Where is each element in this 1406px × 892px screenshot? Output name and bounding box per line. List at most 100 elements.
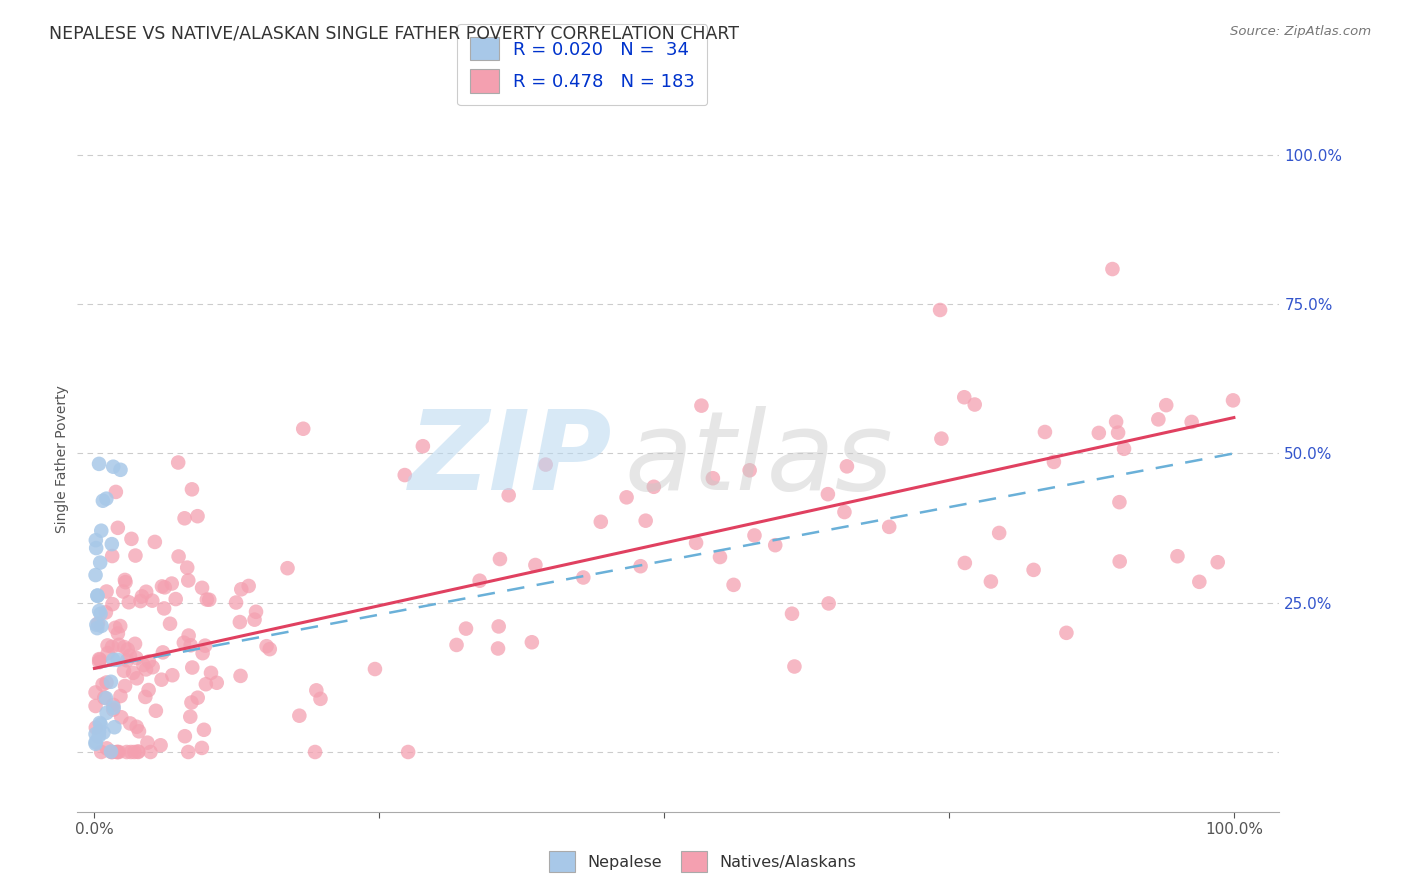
Point bbox=[90, 745, 112, 759]
Point bbox=[128, 724, 150, 739]
Point bbox=[709, 549, 731, 564]
Point bbox=[120, 745, 142, 759]
Point bbox=[1166, 549, 1188, 564]
Point bbox=[953, 556, 976, 570]
Point bbox=[96, 491, 118, 506]
Point bbox=[131, 590, 153, 604]
Point bbox=[486, 641, 509, 656]
Point bbox=[96, 706, 118, 720]
Point bbox=[87, 724, 110, 739]
Point bbox=[125, 651, 148, 665]
Point bbox=[1022, 563, 1045, 577]
Point bbox=[97, 646, 120, 660]
Point bbox=[112, 640, 135, 654]
Point bbox=[953, 390, 976, 404]
Point bbox=[104, 621, 127, 635]
Point bbox=[96, 675, 118, 690]
Point bbox=[191, 646, 214, 660]
Point bbox=[141, 593, 163, 607]
Point bbox=[524, 558, 547, 572]
Point bbox=[124, 549, 146, 563]
Point bbox=[152, 645, 174, 659]
Point bbox=[176, 560, 198, 574]
Point bbox=[100, 674, 122, 689]
Point bbox=[129, 594, 152, 608]
Point bbox=[110, 689, 132, 703]
Point bbox=[738, 463, 761, 477]
Point bbox=[125, 720, 148, 734]
Legend: R = 0.020   N =  34, R = 0.478   N = 183: R = 0.020 N = 34, R = 0.478 N = 183 bbox=[457, 24, 707, 105]
Point bbox=[1101, 262, 1123, 277]
Text: Source: ZipAtlas.com: Source: ZipAtlas.com bbox=[1230, 25, 1371, 38]
Point bbox=[89, 556, 111, 570]
Point bbox=[259, 642, 281, 657]
Point bbox=[118, 648, 141, 663]
Point bbox=[91, 493, 114, 508]
Point bbox=[114, 575, 136, 590]
Point bbox=[107, 653, 129, 667]
Point bbox=[90, 717, 112, 731]
Text: ZIP: ZIP bbox=[409, 406, 612, 513]
Point bbox=[446, 638, 468, 652]
Point bbox=[364, 662, 387, 676]
Point bbox=[177, 574, 200, 588]
Point bbox=[180, 696, 202, 710]
Point bbox=[135, 662, 157, 676]
Point bbox=[963, 398, 986, 412]
Point bbox=[160, 576, 183, 591]
Point bbox=[1188, 574, 1211, 589]
Point bbox=[180, 638, 202, 652]
Point bbox=[1088, 425, 1111, 440]
Point bbox=[84, 727, 107, 741]
Point bbox=[91, 677, 114, 691]
Point bbox=[162, 668, 184, 682]
Point bbox=[104, 484, 127, 499]
Point bbox=[127, 745, 149, 759]
Point bbox=[194, 677, 217, 691]
Point bbox=[87, 457, 110, 471]
Point bbox=[105, 745, 128, 759]
Point bbox=[87, 729, 110, 743]
Point bbox=[122, 665, 145, 680]
Point bbox=[107, 521, 129, 535]
Point bbox=[780, 607, 803, 621]
Point bbox=[489, 552, 512, 566]
Point bbox=[120, 532, 142, 546]
Point bbox=[1206, 555, 1229, 569]
Point bbox=[173, 636, 195, 650]
Point bbox=[101, 549, 124, 563]
Point bbox=[101, 640, 124, 654]
Point bbox=[181, 660, 204, 674]
Point bbox=[877, 520, 900, 534]
Point bbox=[988, 525, 1011, 540]
Point bbox=[980, 574, 1002, 589]
Point bbox=[186, 509, 208, 524]
Point bbox=[723, 578, 745, 592]
Point bbox=[488, 619, 510, 633]
Point bbox=[616, 491, 638, 505]
Point bbox=[179, 709, 201, 723]
Point bbox=[84, 721, 107, 735]
Point bbox=[256, 639, 278, 653]
Point bbox=[84, 735, 107, 749]
Point bbox=[89, 653, 111, 667]
Point bbox=[276, 561, 298, 575]
Point bbox=[520, 635, 543, 649]
Text: NEPALESE VS NATIVE/ALASKAN SINGLE FATHER POVERTY CORRELATION CHART: NEPALESE VS NATIVE/ALASKAN SINGLE FATHER… bbox=[49, 25, 740, 43]
Point bbox=[167, 456, 190, 470]
Point bbox=[110, 463, 132, 477]
Point bbox=[1033, 425, 1056, 439]
Point bbox=[690, 399, 713, 413]
Point bbox=[195, 592, 218, 607]
Point bbox=[153, 601, 176, 615]
Point bbox=[1108, 495, 1130, 509]
Point bbox=[112, 664, 135, 678]
Point bbox=[159, 616, 181, 631]
Point bbox=[643, 480, 665, 494]
Point bbox=[135, 584, 157, 599]
Point bbox=[84, 533, 107, 548]
Point bbox=[107, 626, 129, 640]
Point bbox=[103, 700, 125, 714]
Point bbox=[90, 619, 112, 633]
Point bbox=[177, 745, 200, 759]
